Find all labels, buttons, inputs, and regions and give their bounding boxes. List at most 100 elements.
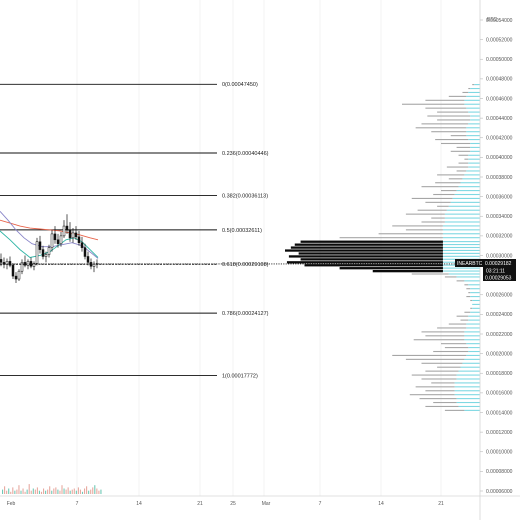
profile-bar-value-area [470, 87, 480, 90]
profile-bar-value-area [468, 111, 480, 113]
profile-bar-high-volume [300, 258, 443, 261]
price-tick-label: 0.00008000 [486, 469, 513, 475]
price-tick-label: 0.00042000 [486, 136, 513, 142]
profile-bar [433, 401, 457, 404]
time-axis[interactable]: Feb 7 14 21 25 Mar 7 14 21 [7, 501, 444, 507]
fib-level-label-0: 0(0.00047450) [222, 82, 258, 88]
time-tick-label: 14 [136, 501, 142, 507]
profile-bar-value-area [442, 255, 480, 257]
volume-bar [20, 490, 22, 494]
volume-bar [84, 488, 86, 494]
volume-bar [16, 489, 18, 494]
profile-bar-value-area [474, 84, 480, 86]
profile-bar [405, 213, 445, 215]
profile-bar [458, 162, 469, 164]
profile-bar [441, 190, 457, 192]
profile-bar [464, 158, 469, 160]
profile-bar-value-area [454, 386, 480, 388]
volume-bar [10, 491, 12, 494]
time-tick-label: 25 [230, 501, 236, 507]
volume-bar [55, 487, 57, 494]
volume-bar [6, 490, 8, 494]
time-tick-label: 7 [76, 501, 79, 507]
price-tick-label: 0.00014000 [486, 410, 513, 416]
candle-body [35, 241, 39, 264]
price-tick-label: 0.00044000 [486, 116, 513, 122]
volume-bar [98, 490, 100, 494]
profile-bar [421, 186, 459, 188]
profile-bar-high-volume [339, 267, 443, 270]
profile-bar [435, 139, 469, 141]
volume-bar [92, 487, 94, 494]
candle-body [62, 225, 66, 237]
candle-body [65, 225, 69, 231]
volume-bar [75, 490, 77, 494]
price-tag-price-box [483, 259, 516, 267]
moving-average-line-1 [0, 211, 99, 259]
profile-bar-value-area [468, 315, 480, 317]
profile-bar-high-volume [290, 246, 443, 249]
volume-bar [24, 491, 26, 494]
price-tag-secondary: 0.00029053 [485, 276, 512, 282]
profile-bar-value-area [452, 197, 480, 199]
volume-bar [4, 486, 6, 494]
profile-bar-value-area [468, 166, 480, 168]
volume-bar [65, 489, 67, 494]
price-axis[interactable]: 0.00054000 0.00052000 0.00050000 0.00048000… [480, 18, 513, 495]
profile-bar-value-area [442, 233, 480, 235]
profile-bar [421, 331, 465, 333]
volume-bar [38, 490, 40, 494]
volume-bar [96, 488, 98, 494]
profile-bar-value-area [442, 252, 480, 254]
profile-bar-value-area [464, 335, 480, 337]
fibonacci-retracement[interactable]: 0(0.00047450) 0.236(0.00040446) 0.382(0.00… [0, 82, 269, 379]
volume-bar [45, 490, 47, 494]
profile-bar [468, 292, 471, 294]
profile-bar [425, 390, 455, 392]
profile-bar-value-area [468, 284, 480, 286]
price-tag-price: 0.00029182 [485, 261, 512, 267]
profile-bar [425, 405, 459, 408]
profile-bar [409, 394, 455, 396]
profile-bar-value-area [454, 394, 480, 396]
profile-bar-value-area [466, 107, 480, 109]
price-tag-countdown-box [483, 267, 516, 274]
profile-bar [411, 273, 449, 275]
price-tick-label: 0.00054000 [486, 18, 513, 24]
volume-bar [26, 489, 28, 494]
profile-bar-value-area [442, 237, 480, 239]
price-tick-label: 0.00026000 [486, 293, 513, 299]
price-tick-label: 0.00036000 [486, 194, 513, 200]
profile-bar-value-area [444, 221, 480, 223]
profile-bar-value-area [466, 327, 480, 329]
time-tick-label: Feb [7, 501, 16, 507]
candle-body [2, 262, 6, 265]
profile-bar [441, 142, 471, 145]
volume-bar [71, 489, 73, 494]
price-tick-label: 0.00038000 [486, 175, 513, 181]
volume-bar [2, 489, 4, 494]
profile-bar-high-volume [298, 252, 443, 255]
profile-bar-value-area [470, 288, 480, 290]
profile-bar-high-volume [288, 255, 443, 258]
candle-body [80, 242, 84, 248]
price-tick-label: 0.00046000 [486, 96, 513, 102]
candlesticks [0, 214, 99, 283]
profile-bar-value-area [466, 95, 480, 97]
profile-bar [470, 299, 473, 302]
profile-bar-value-area [466, 343, 480, 345]
profile-bar-value-area [468, 158, 480, 160]
volume-bar [57, 489, 59, 494]
fib-level-label-0.236: 0.236(0.00040446) [222, 151, 269, 157]
profile-bar-value-area [464, 103, 480, 105]
profile-bar [339, 237, 443, 239]
profile-bar [458, 154, 469, 156]
price-tick-label: 0.00034000 [486, 214, 513, 220]
profile-bar [450, 135, 467, 137]
candle-body [26, 261, 30, 266]
profile-bar-value-area [458, 186, 480, 188]
profile-bar [444, 409, 465, 411]
profile-bar [425, 370, 459, 372]
profile-bar-value-area [464, 358, 480, 360]
volume-bar [77, 487, 79, 494]
